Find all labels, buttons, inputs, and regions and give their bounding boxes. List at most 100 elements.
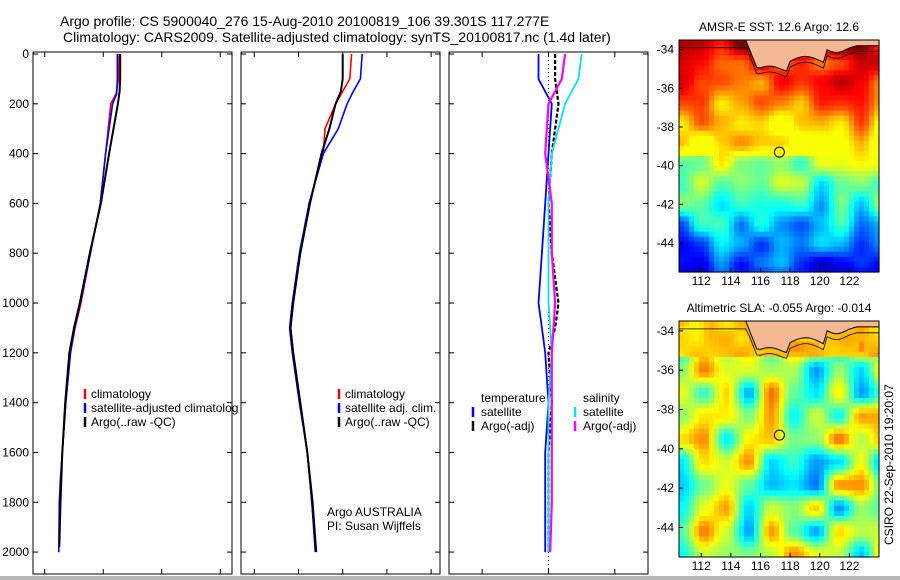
y-tick-label: -36 <box>657 363 675 377</box>
map-cell <box>689 55 695 61</box>
map-cell <box>814 236 820 243</box>
map-cell <box>874 135 880 142</box>
map-cell <box>729 90 735 97</box>
map-cell <box>699 166 705 172</box>
map-cell <box>694 236 700 243</box>
map-cell <box>764 382 770 389</box>
map-cell <box>724 130 730 137</box>
map-cell <box>869 341 875 348</box>
map-cell <box>809 135 815 142</box>
map-cell <box>699 495 705 502</box>
map-cell <box>839 377 845 384</box>
map-cell <box>769 505 775 512</box>
map-cell <box>849 186 855 192</box>
map-cell <box>774 226 780 233</box>
map-cell <box>734 526 740 532</box>
map-cell <box>874 423 880 430</box>
map-cell <box>729 201 735 208</box>
map-cell <box>859 331 865 337</box>
map-cell <box>869 206 875 213</box>
map-cell <box>829 367 835 373</box>
map-cell <box>704 336 710 343</box>
map-cell <box>764 85 770 92</box>
map-cell <box>789 392 795 399</box>
map-cell <box>719 423 725 430</box>
map-cell <box>689 256 695 263</box>
map-cell <box>839 261 845 268</box>
map-cell <box>734 500 740 507</box>
map-cell <box>829 433 835 440</box>
map-cell <box>794 115 800 122</box>
map-cell <box>704 125 710 132</box>
map-cell <box>744 413 750 420</box>
map-cell <box>869 45 875 51</box>
map-cell <box>819 387 825 394</box>
map-cell <box>714 241 720 248</box>
map-cell <box>814 206 820 213</box>
map-cell <box>819 221 825 228</box>
map-cell <box>744 372 750 379</box>
map-cell <box>819 85 825 92</box>
map-cell <box>769 418 775 425</box>
bottom-scrollbar[interactable] <box>0 576 900 580</box>
map-cell <box>814 145 820 152</box>
map-cell <box>779 454 785 461</box>
map-cell <box>774 176 780 182</box>
map-cell <box>844 377 850 384</box>
map-cell <box>874 351 880 358</box>
map-cell <box>854 196 860 202</box>
map-cell <box>699 196 705 202</box>
map-cell <box>689 495 695 502</box>
map-cell <box>789 356 795 363</box>
map-cell <box>699 241 705 248</box>
map-cell <box>784 356 790 363</box>
map-cell <box>799 536 805 543</box>
map-cell <box>709 382 715 389</box>
y-tick-label: 400 <box>9 147 29 161</box>
map-cell <box>734 367 740 373</box>
map-cell <box>739 403 745 409</box>
map-cell <box>844 206 850 213</box>
map-cell <box>699 546 705 553</box>
map-cell <box>689 480 695 486</box>
map-cell <box>734 181 740 187</box>
map-cell <box>754 474 760 481</box>
map-cell <box>809 546 815 553</box>
map-cell <box>779 171 785 177</box>
map-cell <box>699 341 705 348</box>
map-cell <box>724 392 730 399</box>
map-cell <box>784 120 790 127</box>
map-cell <box>764 65 770 71</box>
map-cell <box>859 449 865 455</box>
map-cell <box>679 156 685 162</box>
y-tick-label: 1600 <box>2 445 29 459</box>
map-cell <box>764 161 770 167</box>
map-cell <box>734 85 740 92</box>
map-cell <box>734 90 740 97</box>
map-cell <box>824 336 830 343</box>
map-cell <box>864 95 870 102</box>
map-cell <box>684 251 690 258</box>
map-cell <box>819 105 825 112</box>
map-cell <box>719 55 725 61</box>
map-cell <box>719 176 725 182</box>
map-cell <box>689 50 695 56</box>
map-cell <box>749 90 755 97</box>
map-cell <box>854 362 860 368</box>
map-cell <box>804 95 810 102</box>
map-cell <box>684 469 690 476</box>
map-cell <box>709 196 715 202</box>
map-cell <box>784 140 790 147</box>
map-cell <box>689 161 695 167</box>
map-cell <box>854 423 860 430</box>
map-cell <box>829 186 835 192</box>
map-cell <box>839 125 845 132</box>
map-cell <box>869 551 875 558</box>
map-cell <box>689 135 695 142</box>
map-cell <box>809 85 815 92</box>
map-cell <box>704 115 710 122</box>
map-cell <box>704 130 710 137</box>
map-cell <box>874 341 880 348</box>
map-cell <box>694 140 700 147</box>
map-cell <box>844 181 850 187</box>
